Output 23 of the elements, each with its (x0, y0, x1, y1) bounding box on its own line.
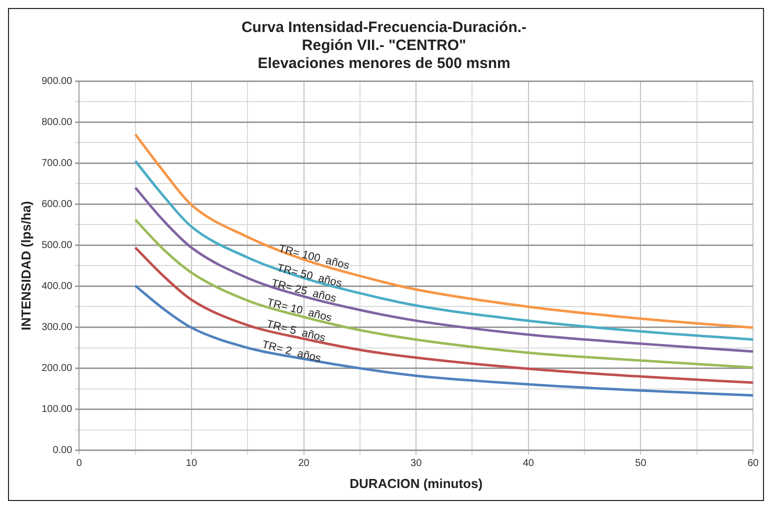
x-tick-label: 20 (298, 458, 310, 470)
y-tick-label: 900.00 (42, 76, 73, 87)
x-tick-label: 60 (747, 458, 759, 470)
line-series (134, 246, 753, 384)
y-tick-label: 0.00 (52, 445, 73, 456)
y-tick-label: 300.00 (42, 322, 73, 334)
y-tick-label: 100.00 (42, 404, 73, 416)
x-tick-label: 50 (635, 458, 647, 470)
line-series (134, 160, 753, 341)
x-tick-label: 0 (76, 458, 82, 470)
line-series (134, 218, 753, 369)
y-axis-title: INTENSIDAD (lps/ha) (18, 201, 34, 330)
x-tick-label: 40 (522, 458, 534, 470)
y-tick-label: 700.00 (42, 158, 73, 169)
y-tick-label: 400.00 (42, 280, 73, 292)
x-tick-label: 10 (186, 458, 198, 470)
y-tick-label: 200.00 (42, 363, 73, 374)
chart-title: Curva Intensidad-Frecuencia-Duración.- Región VII.- "CENTRO" Elevaciones menores de 500 msnm (241, 19, 527, 72)
y-tick-label: 800.00 (42, 116, 73, 128)
y-tick-label: 600.00 (42, 198, 73, 210)
x-axis-title: DURACION (minutos) (350, 476, 483, 491)
x-tick-label: 30 (410, 458, 422, 470)
y-tick-label: 500.00 (42, 240, 73, 251)
